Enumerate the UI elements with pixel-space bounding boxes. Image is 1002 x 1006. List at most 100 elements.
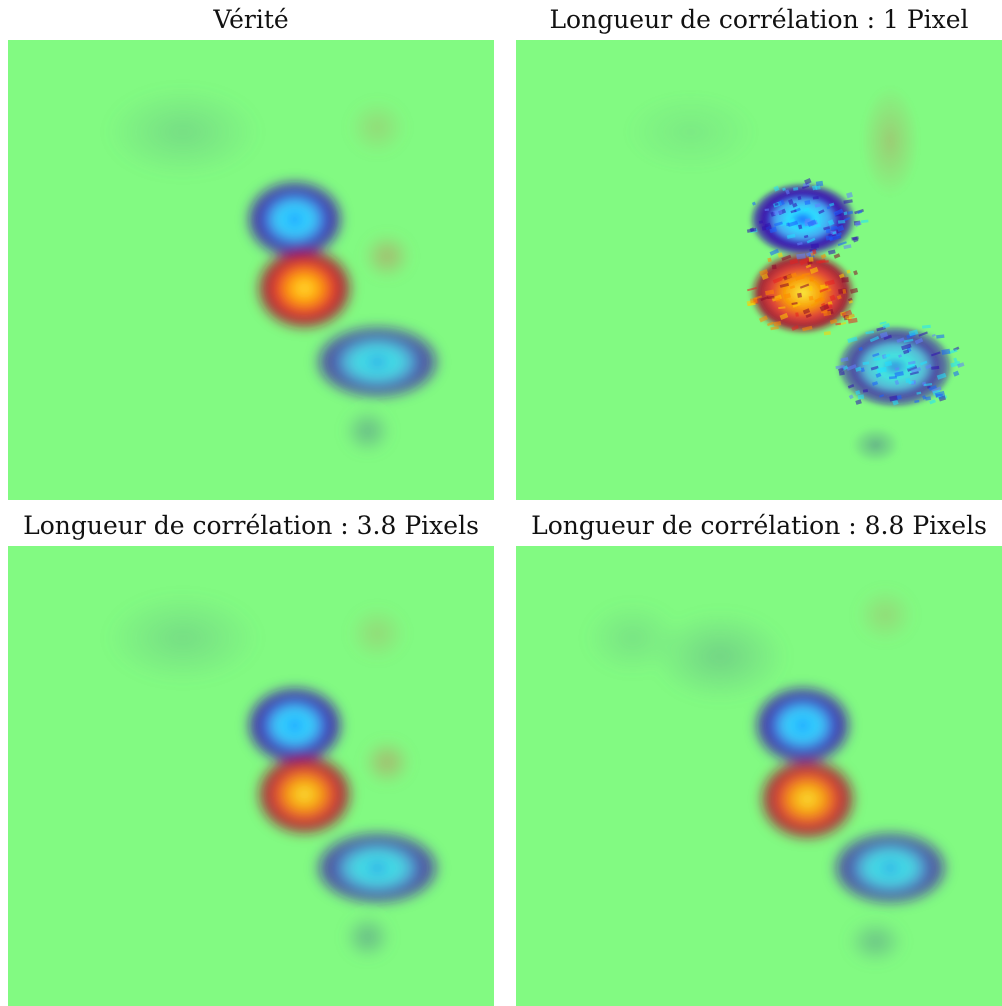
heatmap-noise-speckle: [857, 394, 865, 400]
heatmap-noise-speckle: [773, 221, 783, 227]
heatmap-noise-speckle: [807, 219, 817, 227]
heatmap-noise-speckle: [837, 241, 847, 247]
heatmap-noise-speckle: [853, 270, 859, 276]
heatmap-noise-speckle: [840, 357, 849, 362]
heatmap-noise-speckle: [922, 395, 927, 400]
heatmap-noise-speckle: [777, 252, 784, 258]
heatmap-feature-weak-negative: [846, 918, 905, 965]
heatmap-feature-negative-vortex: [246, 686, 344, 765]
heatmap-noise-speckle: [791, 302, 798, 305]
heatmap-noise-speckle: [847, 317, 858, 324]
heatmap-svg: [584, 587, 949, 965]
heatmap: [516, 546, 1002, 1006]
heatmap-noise-speckle: [843, 211, 848, 216]
heatmap-noise-speckle: [931, 333, 936, 338]
heatmap-noise-speckle: [791, 324, 799, 331]
heatmap-noise-speckle: [835, 365, 845, 370]
heatmap-noise-speckle: [802, 308, 811, 315]
heatmap-noise-speckle: [929, 399, 936, 405]
panel-title: Longueur de corrélation : 1 Pixel: [549, 5, 969, 34]
heatmap-noise-speckle: [809, 266, 819, 274]
heatmap-feature-weak-negative: [622, 90, 759, 174]
heatmap-noise-speckle: [805, 218, 811, 222]
heatmap-noise-speckle: [898, 354, 903, 358]
heatmap-noise-speckle: [808, 256, 814, 262]
heatmap-noise-speckle: [883, 334, 892, 341]
heatmap-noise-speckle: [892, 399, 899, 406]
heatmap-noise-speckle: [846, 364, 857, 371]
heatmap-noise-speckle: [910, 366, 922, 374]
heatmap-noise-speckle: [850, 287, 859, 294]
heatmap-noise-speckle: [862, 361, 870, 366]
heatmap-noise-speckle: [846, 192, 853, 199]
heatmap-noise-speckle: [797, 292, 803, 298]
heatmap-noise-speckle: [798, 224, 803, 230]
heatmap-noise-speckle: [827, 288, 832, 292]
heatmap-noise-speckle: [766, 321, 774, 327]
heatmap-noise-speckle: [749, 227, 755, 232]
heatmap-noise-speckle: [879, 331, 889, 339]
heatmap-noise-speckle: [921, 324, 931, 329]
heatmap-feature-weak-negative: [584, 601, 682, 675]
heatmap-noise-speckle: [844, 313, 855, 320]
heatmap-noise-speckle: [905, 378, 911, 383]
heatmap-noise-speckle: [771, 264, 777, 270]
heatmap-noise-speckle: [814, 203, 821, 208]
heatmap-noise-speckle: [758, 315, 769, 323]
heatmap-feature-negative-vortex: [836, 325, 954, 408]
heatmap-noise-speckle: [794, 274, 805, 281]
heatmap-noise-speckle: [901, 343, 912, 351]
heatmap-noise-speckle: [773, 185, 780, 192]
heatmap-noise-speckle: [796, 253, 806, 260]
heatmap-noise-speckle: [855, 366, 862, 372]
heatmap-noise-speckle: [894, 379, 900, 386]
heatmap-noise-speckle: [797, 241, 803, 246]
heatmap-feature-positive-vortex: [255, 753, 354, 836]
panel-corr-3-8px: Longueur de corrélation : 3.8 Pixels: [8, 506, 494, 1006]
heatmap-noise-speckle: [872, 352, 880, 358]
panel-corr-8-8px: Longueur de corrélation : 8.8 Pixels: [516, 506, 1002, 1006]
heatmap-noise-speckle: [808, 285, 813, 292]
heatmap-noise-speckle: [855, 390, 861, 396]
heatmap-noise-speckle: [775, 297, 781, 302]
heatmap-feature-negative-vortex: [831, 831, 949, 905]
heatmap-noise-speckle: [774, 202, 779, 206]
heatmap-noise-speckle: [773, 209, 783, 216]
heatmap-noise-speckle: [854, 220, 862, 227]
heatmap-noise-speckle: [936, 334, 945, 339]
heatmap-feature-weak-positive: [348, 99, 407, 155]
heatmap-noise-speckle: [829, 294, 836, 302]
heatmap-noise-speckle: [799, 257, 810, 266]
heatmap-noise-speckle: [820, 302, 826, 307]
heatmap-noise-speckle: [779, 312, 789, 320]
heatmap-noise-speckle: [836, 224, 845, 232]
heatmap-noise-speckle: [804, 200, 811, 206]
heatmap-noise-speckle: [790, 209, 797, 214]
heatmap-noise-speckle: [823, 331, 831, 336]
heatmap-noise-speckle: [802, 325, 813, 332]
heatmap-feature-weak-negative: [851, 426, 900, 464]
heatmap-noise-speckle: [888, 375, 897, 380]
heatmap-noise-speckle: [799, 283, 810, 289]
heatmap-noise-speckle: [764, 289, 775, 296]
heatmap-noise-speckle: [836, 294, 842, 300]
heatmap-noise-speckle: [916, 391, 922, 395]
heatmap-noise-speckle: [903, 338, 914, 343]
heatmap-noise-speckle: [907, 360, 916, 365]
heatmap-noise-speckle: [805, 250, 814, 257]
heatmap-noise-speckle: [842, 365, 849, 371]
heatmap-noise-speckle: [805, 264, 812, 269]
heatmap-noise-speckle: [852, 236, 859, 243]
heatmap-noise-speckle: [825, 228, 831, 234]
heatmap-noise-speckle: [841, 277, 849, 283]
panel-title: Longueur de corrélation : 8.8 Pixels: [531, 511, 987, 540]
heatmap-feature-weak-positive: [362, 739, 412, 786]
heatmap-noise-speckle: [865, 330, 875, 335]
heatmap-noise-speckle: [855, 399, 862, 405]
heatmap-noise-speckle: [883, 353, 891, 359]
heatmap-noise-speckle: [812, 196, 819, 200]
heatmap-noise-speckle: [826, 206, 831, 210]
heatmap-noise-speckle: [894, 367, 900, 371]
heatmap-noise-speckle: [795, 312, 799, 317]
